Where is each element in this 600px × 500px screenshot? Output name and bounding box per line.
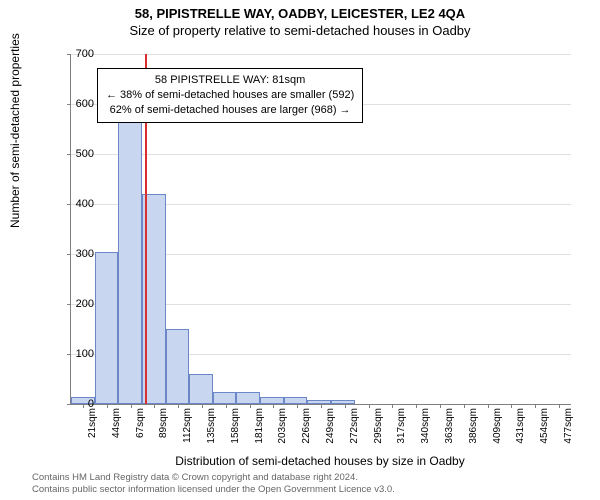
footer-line-1: Contains HM Land Registry data © Crown c… bbox=[32, 472, 395, 484]
x-tick-mark bbox=[535, 404, 536, 408]
x-tick-label: 249sqm bbox=[325, 408, 336, 444]
x-tick-label: 272sqm bbox=[349, 408, 360, 444]
page-subtitle: Size of property relative to semi-detach… bbox=[0, 23, 600, 38]
x-tick-label: 363sqm bbox=[444, 408, 455, 444]
y-tick-label: 600 bbox=[64, 98, 94, 110]
x-tick-label: 340sqm bbox=[420, 408, 431, 444]
histogram-bar bbox=[284, 397, 308, 405]
y-tick-label: 300 bbox=[64, 248, 94, 260]
histogram-bar bbox=[166, 329, 190, 404]
x-tick-label: 181sqm bbox=[254, 408, 265, 444]
x-tick-label: 158sqm bbox=[230, 408, 241, 444]
annotation-box: 58 PIPISTRELLE WAY: 81sqm ← 38% of semi-… bbox=[97, 68, 363, 123]
chart-container: 58, PIPISTRELLE WAY, OADBY, LEICESTER, L… bbox=[0, 0, 600, 500]
histogram-bar bbox=[307, 400, 331, 404]
x-tick-mark bbox=[297, 404, 298, 408]
annotation-line-2: ← 38% of semi-detached houses are smalle… bbox=[106, 88, 354, 103]
x-tick-mark bbox=[511, 404, 512, 408]
x-tick-label: 89sqm bbox=[158, 408, 169, 438]
x-tick-mark bbox=[202, 404, 203, 408]
x-tick-mark bbox=[416, 404, 417, 408]
y-tick-label: 0 bbox=[64, 398, 94, 410]
x-tick-mark bbox=[154, 404, 155, 408]
y-tick-label: 400 bbox=[64, 198, 94, 210]
histogram-bar bbox=[236, 392, 260, 405]
x-tick-label: 112sqm bbox=[182, 408, 193, 443]
x-tick-mark bbox=[369, 404, 370, 408]
x-tick-mark bbox=[273, 404, 274, 408]
footer-line-2: Contains public sector information licen… bbox=[32, 484, 395, 496]
x-tick-label: 203sqm bbox=[277, 408, 288, 444]
x-tick-mark bbox=[488, 404, 489, 408]
x-tick-mark bbox=[250, 404, 251, 408]
x-tick-mark bbox=[321, 404, 322, 408]
histogram-bar bbox=[189, 374, 213, 404]
x-tick-label: 67sqm bbox=[135, 408, 146, 438]
x-tick-label: 226sqm bbox=[301, 408, 312, 444]
page-title: 58, PIPISTRELLE WAY, OADBY, LEICESTER, L… bbox=[0, 0, 600, 21]
x-tick-label: 44sqm bbox=[111, 408, 122, 438]
annotation-line-1: 58 PIPISTRELLE WAY: 81sqm bbox=[106, 73, 354, 88]
x-tick-label: 409sqm bbox=[492, 408, 503, 444]
x-tick-mark bbox=[107, 404, 108, 408]
x-tick-label: 477sqm bbox=[563, 408, 574, 444]
x-tick-mark bbox=[131, 404, 132, 408]
x-tick-label: 454sqm bbox=[539, 408, 550, 444]
x-tick-mark bbox=[392, 404, 393, 408]
histogram-bar bbox=[118, 114, 142, 404]
x-tick-mark bbox=[226, 404, 227, 408]
histogram-bar bbox=[331, 400, 355, 404]
x-axis-label: Distribution of semi-detached houses by … bbox=[70, 454, 570, 468]
x-tick-mark bbox=[559, 404, 560, 408]
x-tick-mark bbox=[345, 404, 346, 408]
x-tick-label: 295sqm bbox=[373, 408, 384, 444]
y-tick-label: 100 bbox=[64, 348, 94, 360]
x-tick-label: 21sqm bbox=[87, 408, 98, 438]
y-tick-label: 700 bbox=[64, 48, 94, 60]
histogram-bar bbox=[213, 392, 237, 405]
x-tick-label: 431sqm bbox=[515, 408, 526, 444]
x-tick-label: 386sqm bbox=[468, 408, 479, 444]
histogram-bar bbox=[95, 252, 119, 405]
x-tick-mark bbox=[178, 404, 179, 408]
plot-area: 58 PIPISTRELLE WAY: 81sqm ← 38% of semi-… bbox=[70, 54, 571, 405]
y-tick-label: 200 bbox=[64, 298, 94, 310]
annotation-line-3: 62% of semi-detached houses are larger (… bbox=[106, 103, 354, 118]
x-tick-mark bbox=[464, 404, 465, 408]
footer-attribution: Contains HM Land Registry data © Crown c… bbox=[32, 472, 395, 496]
y-tick-label: 500 bbox=[64, 148, 94, 160]
x-tick-mark bbox=[440, 404, 441, 408]
x-tick-label: 317sqm bbox=[396, 408, 407, 444]
x-tick-label: 135sqm bbox=[206, 408, 217, 444]
y-axis-label: Number of semi-detached properties bbox=[8, 33, 22, 228]
histogram-bar bbox=[260, 397, 284, 405]
